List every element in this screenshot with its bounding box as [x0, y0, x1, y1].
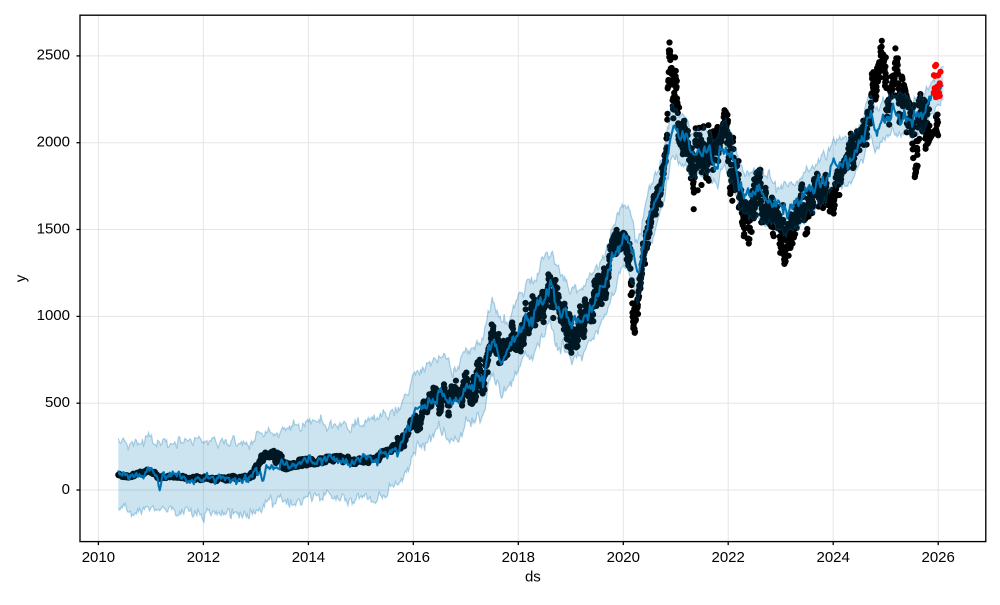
svg-text:2020: 2020 [607, 549, 640, 566]
svg-text:y: y [12, 274, 29, 282]
svg-text:2016: 2016 [397, 549, 430, 566]
svg-text:2014: 2014 [292, 549, 325, 566]
svg-text:2500: 2500 [37, 47, 70, 64]
svg-text:2000: 2000 [37, 134, 70, 151]
svg-text:2022: 2022 [712, 549, 745, 566]
svg-text:2012: 2012 [187, 549, 220, 566]
svg-text:500: 500 [45, 394, 70, 411]
svg-text:2010: 2010 [82, 549, 115, 566]
svg-text:2026: 2026 [922, 549, 955, 566]
svg-text:2024: 2024 [817, 549, 850, 566]
svg-text:ds: ds [525, 568, 541, 585]
svg-text:0: 0 [62, 481, 70, 498]
svg-text:2018: 2018 [502, 549, 535, 566]
svg-text:1500: 1500 [37, 220, 70, 237]
svg-text:1000: 1000 [37, 307, 70, 324]
